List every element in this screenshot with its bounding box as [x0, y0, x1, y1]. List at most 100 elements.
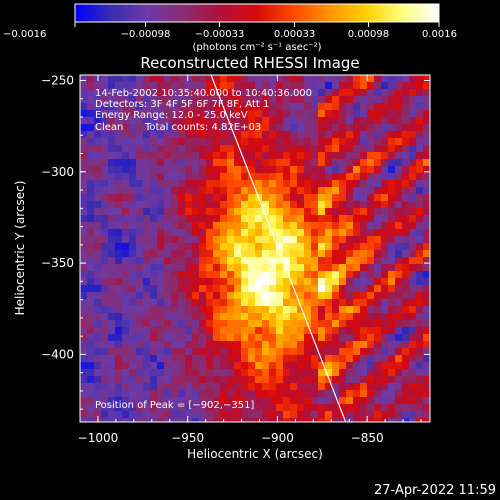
heatmap-cell — [318, 187, 326, 195]
heatmap-cell — [374, 278, 382, 286]
solar-limb-line — [210, 75, 347, 422]
heatmap-cell — [304, 306, 312, 314]
heatmap-cell — [332, 173, 340, 181]
heatmap-cell — [395, 173, 403, 181]
heatmap-cell — [332, 313, 340, 321]
heatmap-cell — [87, 110, 95, 118]
heatmap-cell — [213, 222, 221, 230]
heatmap-cell — [367, 194, 375, 202]
heatmap-cell — [367, 96, 375, 104]
heatmap-cell — [108, 201, 116, 209]
heatmap-cell — [367, 299, 375, 307]
heatmap-cell — [416, 124, 424, 132]
heatmap-cell — [248, 152, 256, 160]
heatmap-cell — [416, 75, 424, 83]
heatmap-cell — [255, 180, 263, 188]
heatmap-cell — [157, 229, 165, 237]
heatmap-cell — [262, 124, 270, 132]
heatmap-cell — [367, 173, 375, 181]
heatmap-cell — [241, 299, 249, 307]
heatmap-cell — [178, 145, 186, 153]
heatmap-cell — [234, 278, 242, 286]
heatmap-cell — [199, 229, 207, 237]
heatmap-cell — [353, 250, 361, 258]
heatmap-cell — [220, 271, 228, 279]
heatmap-cell — [185, 124, 193, 132]
heatmap-cell — [416, 299, 424, 307]
heatmap-cell — [346, 110, 354, 118]
heatmap-cell — [283, 222, 291, 230]
heatmap-cell — [388, 299, 396, 307]
heatmap-cell — [122, 285, 130, 293]
heatmap-cell — [192, 96, 200, 104]
heatmap-cell — [360, 292, 368, 300]
heatmap-cell — [87, 96, 95, 104]
heatmap-cell — [346, 103, 354, 111]
heatmap-cell — [402, 208, 410, 216]
heatmap-cell — [129, 103, 137, 111]
heatmap-cell — [199, 131, 207, 139]
heatmap-cell — [115, 334, 123, 342]
heatmap-cell — [332, 82, 340, 90]
heatmap-cell — [395, 152, 403, 160]
heatmap-cell — [325, 411, 333, 419]
heatmap-cell — [325, 96, 333, 104]
heatmap-cell — [423, 145, 430, 153]
heatmap-cell — [164, 208, 172, 216]
heatmap-cell — [115, 250, 123, 258]
heatmap-cell — [129, 264, 137, 272]
heatmap-cell — [374, 285, 382, 293]
heatmap-cell — [143, 271, 151, 279]
heatmap-cell — [311, 369, 319, 377]
heatmap-cell — [206, 362, 214, 370]
heatmap-cell — [367, 411, 375, 419]
heatmap-cell — [178, 390, 186, 398]
heatmap-cell — [353, 236, 361, 244]
heatmap-cell — [290, 117, 298, 125]
heatmap-cell — [353, 278, 361, 286]
heatmap-cell — [339, 348, 347, 356]
heatmap-cell — [262, 166, 270, 174]
heatmap-cell — [129, 236, 137, 244]
heatmap-cell — [346, 222, 354, 230]
heatmap-cell — [122, 292, 130, 300]
heatmap-cell — [143, 222, 151, 230]
heatmap-cell — [115, 96, 123, 104]
heatmap-cell — [213, 124, 221, 132]
heatmap-cell — [206, 285, 214, 293]
heatmap-cell — [388, 341, 396, 349]
heatmap-cell — [346, 320, 354, 328]
heatmap-cell — [367, 159, 375, 167]
heatmap-cell — [122, 215, 130, 223]
heatmap-cell — [220, 187, 228, 195]
heatmap-cell — [353, 89, 361, 97]
heatmap-cell — [367, 397, 375, 405]
heatmap-cell — [94, 411, 102, 419]
heatmap-cell — [94, 243, 102, 251]
heatmap-cell — [150, 117, 158, 125]
heatmap-cell — [150, 236, 158, 244]
heatmap-cell — [416, 383, 424, 391]
heatmap-cell — [402, 355, 410, 363]
heatmap-cell — [367, 383, 375, 391]
heatmap-cell — [339, 362, 347, 370]
heatmap-cell — [276, 243, 284, 251]
heatmap-cell — [241, 180, 249, 188]
heatmap-cell — [423, 264, 430, 272]
heatmap-cell — [220, 145, 228, 153]
heatmap-cell — [395, 229, 403, 237]
heatmap-cell — [164, 82, 172, 90]
heatmap-cell — [402, 278, 410, 286]
heatmap-cell — [87, 82, 95, 90]
heatmap-cell — [318, 271, 326, 279]
heatmap-cell — [101, 418, 109, 422]
heatmap-cell — [164, 152, 172, 160]
heatmap-cell — [234, 306, 242, 314]
heatmap-cell — [416, 376, 424, 384]
heatmap-cell — [143, 215, 151, 223]
heatmap-cell — [402, 159, 410, 167]
heatmap-cell — [185, 383, 193, 391]
heatmap-cell — [409, 292, 417, 300]
heatmap-cell — [409, 187, 417, 195]
heatmap-cell — [409, 383, 417, 391]
